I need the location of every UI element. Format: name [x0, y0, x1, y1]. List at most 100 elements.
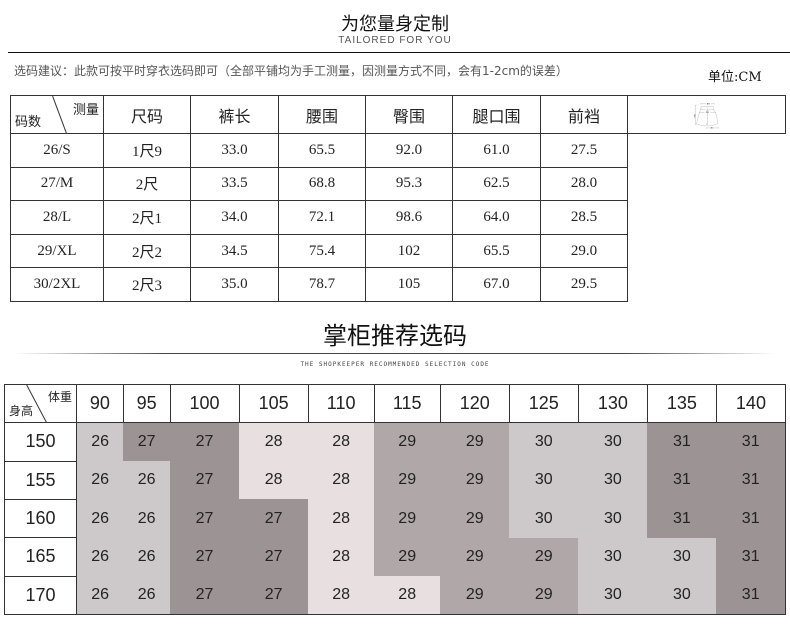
size-cell: 30: [647, 537, 717, 577]
value-cell: 62.5: [452, 166, 541, 202]
value-cell: 28.5: [540, 200, 628, 235]
value-cell: 68.8: [278, 166, 366, 202]
value-cell: 27.5: [540, 133, 628, 168]
table-row: 160 26 26 27 27 28 29 29 30 30 31 31: [4, 498, 786, 539]
table-row: 170 26 26 27 27 28 28 29 29 30 30 31: [4, 575, 786, 616]
corner-top-label: 测量: [72, 103, 99, 118]
value-cell: 78.7: [278, 267, 366, 302]
size-cell: 29: [440, 461, 510, 500]
table-row: 28/L 2尺1 34.0 72.1 98.6 64.0 28.5: [10, 200, 786, 235]
size-cell: 28: [239, 461, 309, 500]
column-header: 腰围: [278, 94, 366, 135]
size-cell: 29: [509, 537, 579, 577]
size-cell: 28: [239, 422, 309, 462]
table-row: 29/XL 2尺2 34.5 75.4 102 65.5 29.0: [10, 233, 786, 269]
size-cell: 28: [308, 422, 375, 462]
table-header-row: 体重 身高 90 95 100 105 110 115 120 125 130 135 140: [4, 383, 787, 424]
diagram-length-label: 裤长: [693, 114, 695, 118]
size-cell: 30: [509, 499, 579, 538]
value-cell: 67.0: [452, 267, 541, 302]
value-cell: 72.1: [278, 200, 366, 235]
value-cell: 2尺3: [103, 267, 191, 302]
size-cell: 28: [308, 499, 375, 538]
size-cell: 30: [578, 537, 648, 577]
diagram-hip-label: 臀围: [706, 111, 709, 114]
recommend-title: 掌柜推荐选码: [323, 322, 467, 350]
column-header: 腿口围: [452, 94, 541, 135]
table-row: 30/2XL 2尺3 35.0 78.7 105 67.0 29.5: [10, 267, 786, 302]
size-cell: 30: [578, 576, 648, 615]
height-cell: 170: [4, 575, 77, 616]
column-header: 前裆: [540, 94, 628, 135]
size-cell: 26: [123, 461, 171, 500]
value-cell: 102: [365, 233, 453, 269]
size-cell: 27: [170, 499, 240, 538]
column-header: 臀围: [365, 94, 453, 135]
weight-header: 120: [439, 383, 510, 424]
size-cell: 29: [374, 499, 441, 538]
size-cell: 31: [716, 499, 786, 538]
unit-label: 单位:CM: [708, 70, 762, 85]
corner-cell: 测量 码数: [10, 94, 104, 135]
size-cell: 26: [76, 461, 124, 500]
page-subtitle: TAILORED FOR YOU: [338, 35, 452, 46]
recommend-table: 体重 身高 90 95 100 105 110 115 120 125 130 135 140 15…: [4, 383, 787, 616]
size-cell: 29: [374, 461, 441, 500]
value-cell: 65.5: [278, 133, 366, 168]
size-cell: 30: [509, 422, 579, 462]
size-cell: 30: [578, 461, 648, 500]
height-cell: 160: [4, 498, 77, 539]
size-cell: 28: [308, 576, 375, 615]
weight-header: 115: [373, 383, 441, 424]
weight-header: 135: [646, 383, 717, 424]
size-cell: 27: [239, 537, 309, 577]
size-cell: 29: [440, 422, 510, 462]
weight-header: 105: [238, 383, 309, 424]
size-cell: 27: [170, 422, 240, 462]
value-cell: 98.6: [365, 200, 453, 235]
size-cell: 28: [308, 537, 375, 577]
column-header: 尺码: [103, 94, 191, 135]
weight-header: 140: [715, 383, 787, 424]
value-cell: 95.3: [365, 166, 453, 202]
table-row: 155 26 26 27 28 28 29 29 30 30 31 31: [4, 460, 786, 500]
size-cell: 29: [440, 537, 510, 577]
value-cell: 2尺2: [103, 233, 191, 269]
value-cell: 1尺9: [103, 133, 191, 168]
corner-top-label: 体重: [47, 390, 72, 404]
size-cell: 31: [647, 461, 717, 500]
size-cell: 31: [647, 499, 717, 538]
divider: [15, 353, 775, 354]
size-cell: 30: [578, 499, 648, 538]
size-cell: 26: [123, 537, 171, 577]
value-cell: 29.0: [540, 233, 628, 269]
weight-header: 110: [307, 383, 375, 424]
size-label-cell: 27/M: [10, 166, 104, 202]
size-cell: 28: [308, 461, 375, 500]
column-header: 裤长: [190, 94, 279, 135]
corner-cell: 体重 身高: [4, 383, 77, 424]
corner-bottom-label: 码数: [15, 115, 42, 131]
size-cell: 31: [716, 576, 786, 615]
value-cell: 34.5: [190, 233, 279, 269]
shorts-diagram: 腰围 臀围 裤口 裤长: [627, 94, 786, 135]
size-cell: 29: [374, 537, 441, 577]
size-label-cell: 29/XL: [10, 233, 104, 269]
value-cell: 28.0: [540, 166, 628, 202]
table-row: 150 26 27 27 28 28 29 29 30 30 31 31: [4, 422, 786, 462]
size-cell: 30: [509, 461, 579, 500]
table-row: 165 26 26 27 27 28 29 29 29 30 30 31: [4, 537, 786, 577]
divider: [8, 52, 790, 53]
size-cell: 27: [170, 576, 240, 615]
corner-bottom-label: 身高: [9, 404, 34, 419]
size-cell: 27: [170, 537, 240, 577]
size-cell: 28: [374, 576, 441, 615]
size-cell: 29: [374, 422, 441, 462]
value-cell: 75.4: [278, 233, 366, 269]
weight-header: 100: [169, 383, 240, 424]
page-title: 为您量身定制: [341, 14, 449, 35]
size-label-cell: 28/L: [10, 200, 104, 235]
size-cell: 29: [440, 576, 510, 615]
size-cell: 30: [578, 422, 648, 462]
diagram-waist-label: 腰围: [707, 102, 710, 105]
